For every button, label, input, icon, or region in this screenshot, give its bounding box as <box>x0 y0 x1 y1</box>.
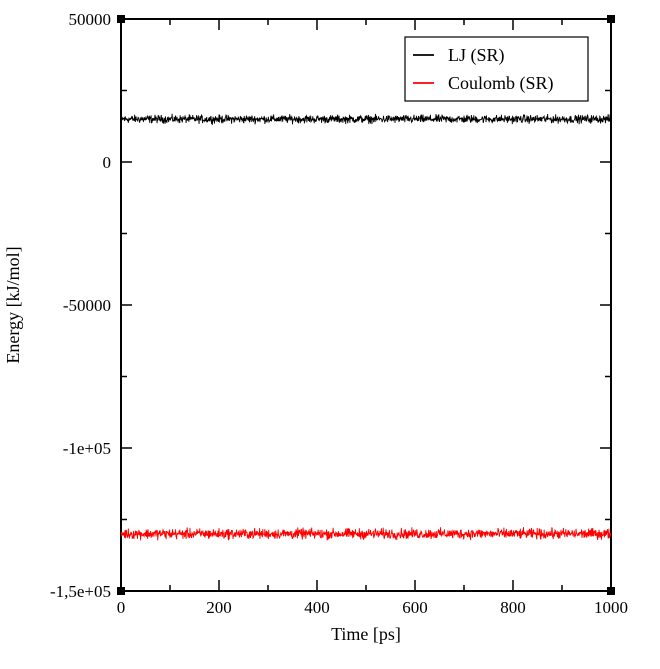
y-tick-label: -50000 <box>63 296 111 315</box>
y-axis-title: Energy [kJ/mol] <box>3 246 23 363</box>
y-tick-label: -1,5e+05 <box>50 582 111 601</box>
axis-ticks <box>120 18 612 592</box>
legend-box <box>404 36 589 102</box>
corner-marker <box>117 15 125 23</box>
x-tick-label: 200 <box>206 598 232 617</box>
x-tick-label: 400 <box>304 598 330 617</box>
series-lines <box>120 113 612 541</box>
corner-markers <box>117 15 615 595</box>
x-tick-label: 0 <box>117 598 126 617</box>
x-axis-title: Time [ps] <box>331 624 401 644</box>
y-tick-labels: 50000 0 -50000 -1e+05 -1,5e+05 <box>50 10 111 601</box>
y-tick-label: 50000 <box>69 10 112 29</box>
legend: LJ (SR) Coulomb (SR) <box>404 36 589 102</box>
y-tick-label: 0 <box>103 153 112 172</box>
x-tick-labels: 0 200 400 600 800 1000 <box>117 598 628 617</box>
series-line-1 <box>120 527 612 541</box>
x-tick-label: 1000 <box>594 598 628 617</box>
x-tick-label: 600 <box>402 598 428 617</box>
corner-marker <box>607 15 615 23</box>
corner-marker <box>607 587 615 595</box>
plot-frame <box>120 18 612 592</box>
legend-label: LJ (SR) <box>448 45 505 66</box>
legend-label: Coulomb (SR) <box>448 73 554 94</box>
x-tick-label: 800 <box>500 598 526 617</box>
series-line-0 <box>120 113 612 125</box>
corner-marker <box>117 587 125 595</box>
y-tick-label: -1e+05 <box>63 439 111 458</box>
